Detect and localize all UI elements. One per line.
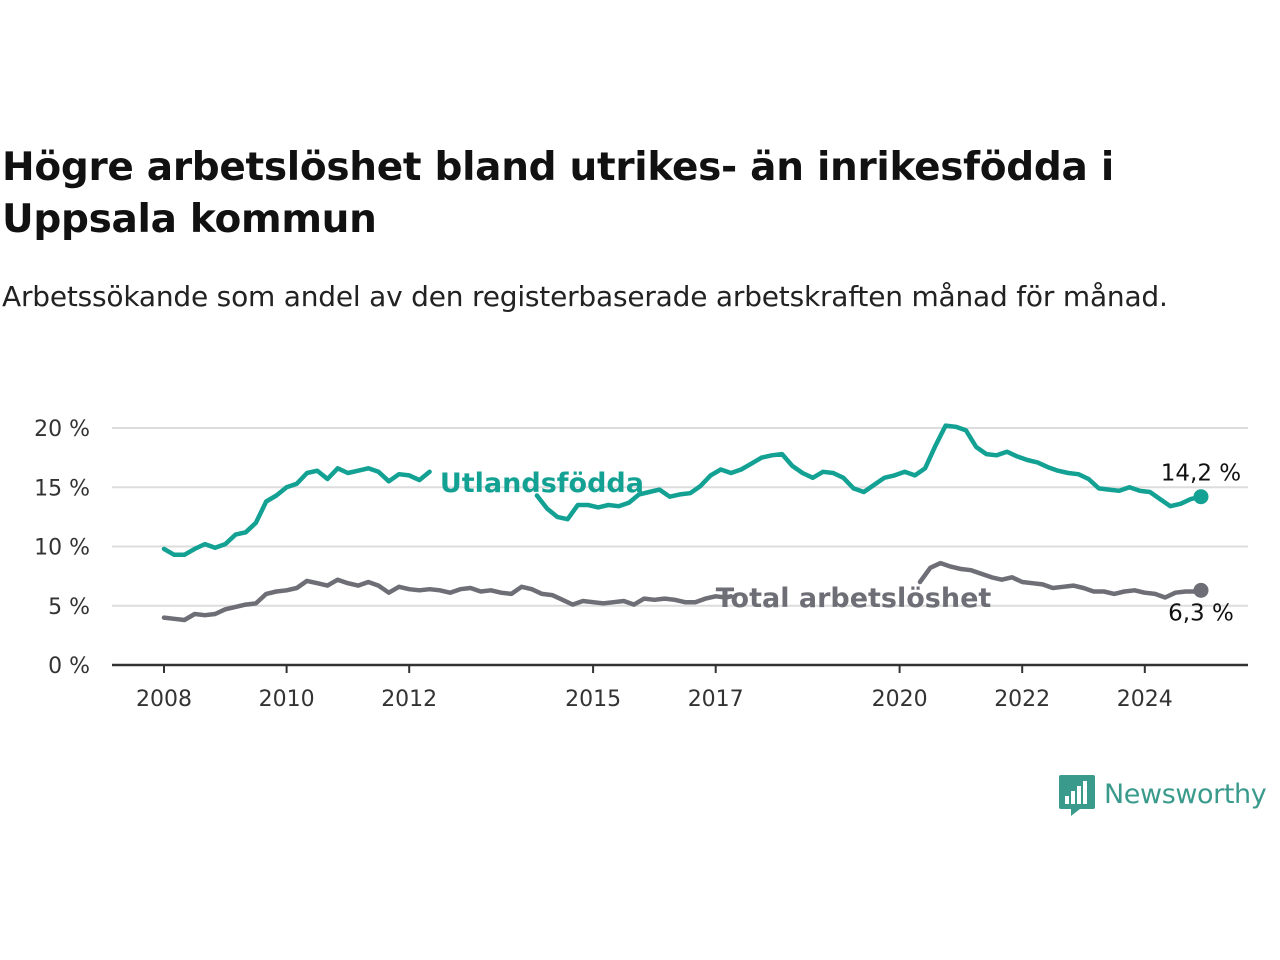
series-line-foreign-born — [161, 466, 432, 558]
newsworthy-brand: Newsworthy — [1058, 773, 1267, 817]
y-tick-label: 10 % — [34, 536, 90, 561]
brand-name: Newsworthy — [1104, 779, 1267, 810]
series-line-total-unemployment — [917, 560, 1204, 600]
grid-layer: 0 % 5 % 10 % 15 % 20 % 2008 2010 2012 2015 2017 20… — [34, 417, 1248, 712]
series-endpoint-total-unemployment — [1193, 582, 1209, 598]
end-value-label-total: 6,3 % — [1168, 600, 1234, 626]
x-tick-label: 2008 — [136, 687, 192, 712]
series-line-total-unemployment — [161, 577, 734, 623]
newsworthy-logo-icon — [1059, 775, 1095, 816]
x-tick-label: 2017 — [688, 687, 744, 712]
chart-subtitle: Arbetssökande som andel av den registerb… — [2, 280, 1168, 313]
y-tick-label: 20 % — [34, 417, 90, 442]
chart-title: Högre arbetslöshet bland utrikes- än inr… — [2, 145, 1114, 242]
x-tick-label: 2015 — [565, 687, 621, 712]
series-label-total: Total arbetslöshet — [716, 583, 992, 614]
series-endpoint-foreign-born — [1193, 489, 1209, 505]
x-tick-label: 2010 — [259, 687, 315, 712]
y-tick-label: 0 % — [48, 654, 90, 679]
end-value-label-foreign-born: 14,2 % — [1161, 461, 1241, 487]
x-tick-label: 2022 — [994, 687, 1050, 712]
y-tick-label: 15 % — [34, 476, 90, 501]
series-line-foreign-born — [534, 423, 1204, 522]
y-tick-label: 5 % — [48, 595, 90, 620]
x-tick-label: 2012 — [381, 687, 437, 712]
x-tick-label: 2024 — [1117, 687, 1173, 712]
series-label-foreign-born: Utlandsfödda — [440, 468, 644, 499]
label-layer: Utlandsfödda Total arbetslöshet 14,2 % 6,3 … — [440, 461, 1241, 627]
x-tick-label: 2020 — [872, 687, 928, 712]
line-layer — [161, 423, 1209, 623]
